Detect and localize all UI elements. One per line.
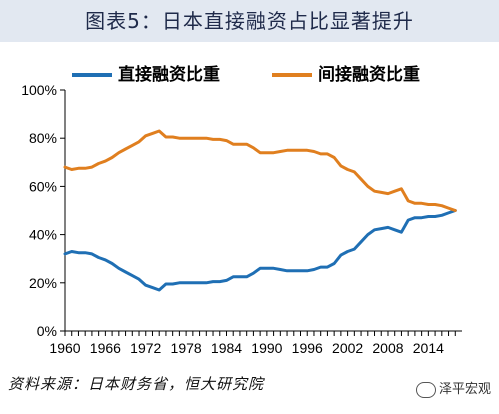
chart-title: 图表5：日本直接融资占比显著提升 [85,9,414,33]
x-tick-label: 2002 [332,340,363,356]
x-tick-label: 1984 [211,340,242,356]
x-tick-label: 1978 [171,340,202,356]
source-note: 资料来源：日本财务省，恒大研究院 [8,375,265,393]
x-tick-label: 1996 [292,340,323,356]
series-line-direct [63,209,457,292]
legend-label-direct: 直接融资比重 [118,65,220,85]
x-tick-label: 2008 [372,340,403,356]
y-tick-label: 80% [29,130,57,146]
legend-swatch-indirect [272,73,312,77]
x-tick-label: 1966 [90,340,121,356]
y-tick-label: 40% [29,227,57,243]
legend-item-indirect: 间接融资比重 [272,60,420,85]
line-chart: 0% 20% 40% 60% 80% 100% 1960 1966 1972 1978 1984 19… [21,82,462,356]
x-tick-label: 1972 [130,340,161,356]
x-tick-label: 1960 [49,340,80,356]
wechat-icon [415,381,436,398]
legend-item-direct: 直接融资比重 [72,60,220,85]
legend-swatch-direct [72,73,112,77]
y-tick-label: 60% [29,178,57,194]
watermark-text: 泽平宏观 [438,382,491,397]
y-tick-label: 20% [29,275,57,291]
title-bar [0,0,499,42]
y-tick-label: 0% [37,323,57,339]
legend-label-indirect: 间接融资比重 [318,65,420,85]
x-tick-label: 1990 [251,340,282,356]
series-line-indirect [63,129,457,212]
x-tick-label: 2014 [413,340,444,356]
y-tick-label: 100% [21,82,57,98]
watermark: 泽平宏观 [415,378,491,398]
